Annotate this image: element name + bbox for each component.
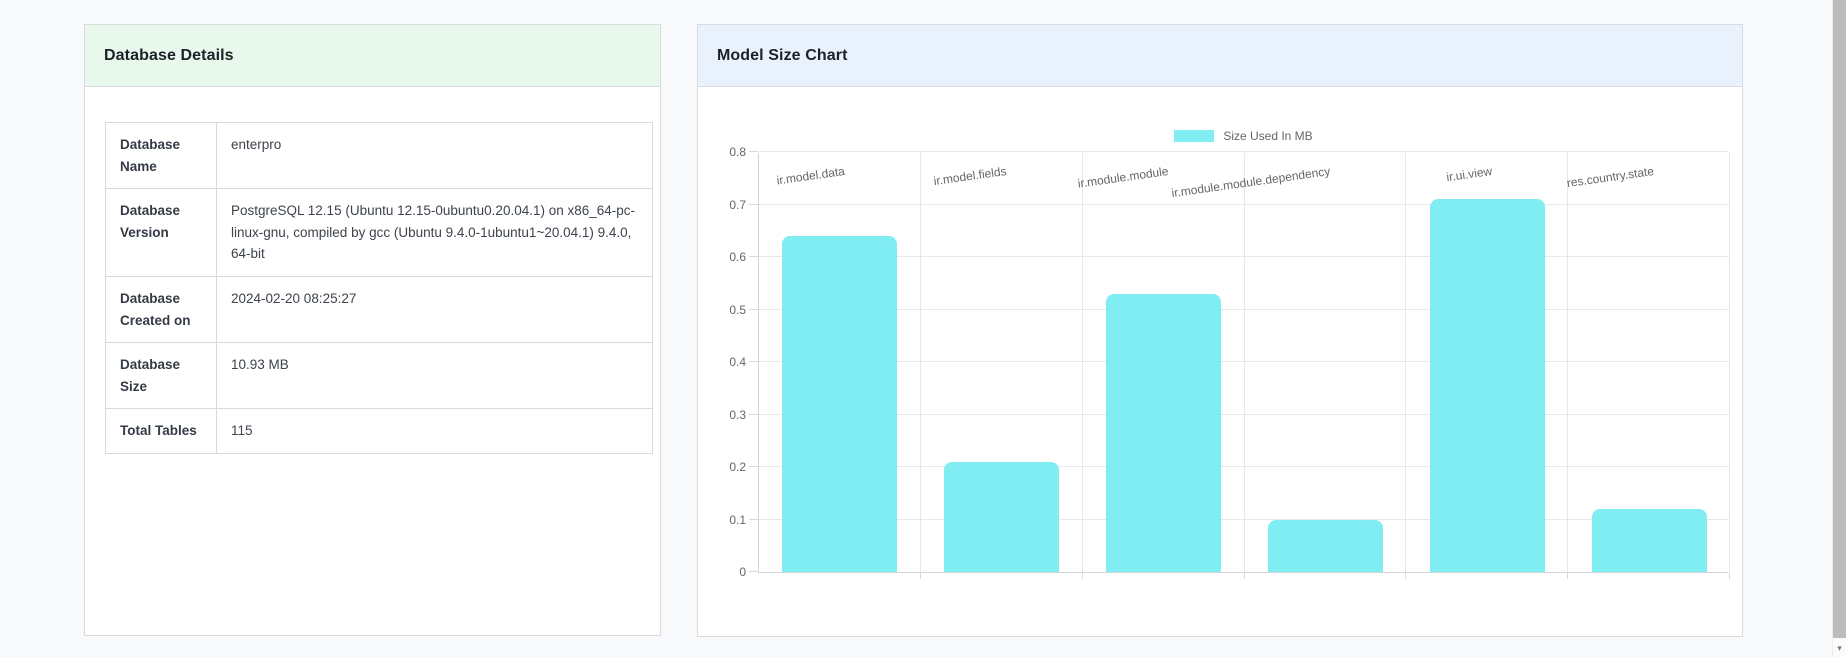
y-axis-tick [749, 571, 758, 572]
y-axis-tick [749, 203, 758, 205]
y-axis-label: 0.2 [729, 460, 746, 474]
y-axis-tick [749, 361, 758, 362]
y-axis-tick [749, 151, 758, 152]
chart-legend[interactable]: Size Used In MB [758, 129, 1729, 143]
row-label: Database Version [105, 188, 217, 277]
bar-chart: Size Used In MB 0 0.1 0.2 0.3 0.4 0.5 0.6 0.7 0.… [698, 87, 1742, 638]
y-axis-tick [749, 256, 758, 257]
y-axis-label: 0 [739, 565, 746, 579]
chart-bar-ir.module.module[interactable] [1106, 293, 1222, 572]
x-axis-tick [1405, 573, 1407, 579]
database-details-title: Database Details [104, 46, 234, 64]
table-row: Database Size 10.93 MB [105, 342, 653, 410]
row-value: 2024-02-20 08:25:27 [216, 275, 653, 344]
x-axis-tick [1081, 573, 1083, 579]
x-axis-tick [919, 573, 921, 579]
gridline-vertical [919, 153, 921, 572]
legend-label: Size Used In MB [1223, 129, 1313, 143]
y-axis-label: 0.8 [729, 145, 746, 159]
chart-plot-area: 0 0.1 0.2 0.3 0.4 0.5 0.6 0.7 0.8 ir.model.data ir… [729, 145, 1730, 579]
chart-bar-ir.model.data[interactable] [782, 236, 898, 572]
row-value: 115 [216, 408, 653, 454]
gridline-vertical [1243, 153, 1245, 572]
x-axis-label: ir.model.data [775, 164, 846, 188]
row-label: Total Tables [105, 408, 217, 454]
x-axis-tick [1567, 573, 1569, 579]
y-axis-tick [749, 308, 758, 310]
y-axis-label: 0.6 [729, 250, 746, 264]
gridline-horizontal [759, 151, 1729, 152]
gridline-vertical [1729, 153, 1730, 572]
database-details-panel: Database Details Database Name enterpro … [84, 24, 661, 636]
x-axis-tick [1729, 573, 1730, 579]
legend-swatch-icon [1174, 130, 1215, 142]
model-size-chart-panel: Model Size Chart Size Used In MB 0 0.1 0.2… [697, 24, 1743, 637]
chart-bar-res.country.state[interactable] [1591, 509, 1707, 572]
table-row: Database Version PostgreSQL 12.15 (Ubunt… [105, 188, 653, 277]
table-row: Database Created on 2024-02-20 08:25:27 [105, 275, 653, 344]
x-axis-label: res.country.state [1566, 164, 1656, 191]
database-details-body: Database Name enterpro Database Version … [85, 87, 660, 454]
chart-bar-ir.ui.view[interactable] [1429, 199, 1545, 572]
x-axis-label: ir.ui.view [1445, 164, 1494, 185]
scrollbar-thumb[interactable] [1833, 0, 1846, 638]
row-label: Database Created on [105, 275, 217, 344]
model-size-chart-title: Model Size Chart [717, 46, 848, 64]
database-details-header: Database Details [85, 25, 660, 87]
y-axis-tick [749, 466, 758, 467]
row-value: enterpro [216, 121, 653, 190]
gridline-vertical [1405, 153, 1407, 572]
y-axis-label: 0.1 [729, 512, 746, 527]
x-axis-label: ir.model.fields [933, 164, 1008, 189]
y-axis-label: 0.7 [729, 197, 746, 212]
database-details-table: Database Name enterpro Database Version … [105, 121, 653, 454]
y-axis-label: 0.3 [729, 407, 746, 422]
y-axis-label: 0.4 [729, 355, 746, 369]
vertical-scrollbar[interactable]: ▾ [1832, 0, 1846, 657]
row-label: Database Size [105, 342, 217, 410]
gridline-vertical [1081, 153, 1083, 572]
x-axis-tick [1243, 573, 1245, 579]
x-axis-label: ir.module.module.dependency [1170, 164, 1332, 201]
row-value: PostgreSQL 12.15 (Ubuntu 12.15-0ubuntu0.… [216, 188, 653, 277]
chart-bar-ir.module.module.dependency[interactable] [1267, 519, 1383, 572]
y-axis-tick [749, 413, 758, 415]
chevron-down-icon: ▾ [1837, 642, 1842, 653]
model-size-chart-header: Model Size Chart [698, 25, 1742, 87]
y-axis-tick [749, 518, 758, 520]
table-row: Database Name enterpro [105, 121, 653, 190]
chart-bar-ir.model.fields[interactable] [944, 461, 1060, 572]
table-row: Total Tables 115 [105, 408, 653, 454]
scrollbar-down-button[interactable]: ▾ [1833, 639, 1846, 657]
y-axis-label: 0.5 [729, 302, 746, 317]
row-value: 10.93 MB [216, 342, 653, 410]
gridline-vertical [1567, 153, 1569, 572]
x-axis-label: ir.module.module [1077, 164, 1170, 191]
row-label: Database Name [105, 121, 217, 190]
